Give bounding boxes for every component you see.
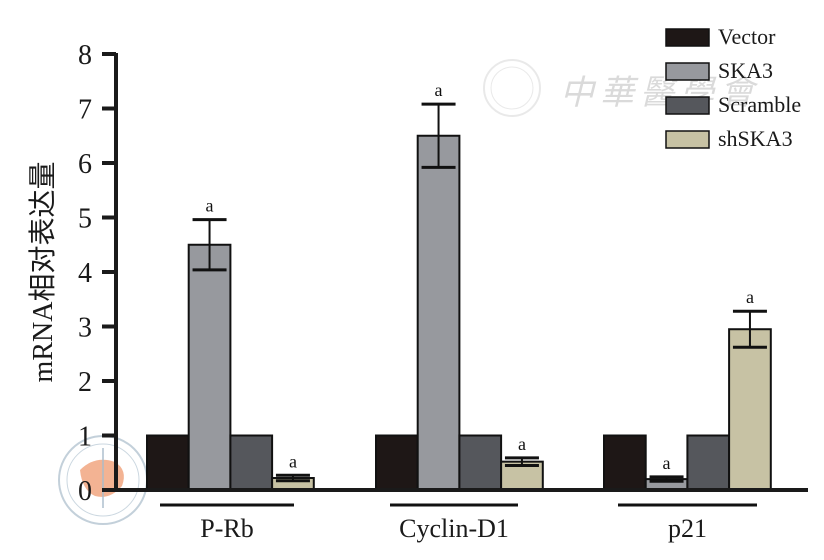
significance-label: a xyxy=(663,453,671,473)
significance-label: a xyxy=(289,451,297,471)
y-tick-label: 8 xyxy=(78,40,92,71)
legend-swatch-scramble xyxy=(665,96,710,115)
bar-ska3-cyclin-d1 xyxy=(416,134,461,491)
bar-ska3-p-rb xyxy=(187,243,232,491)
y-tick-label: 5 xyxy=(78,204,92,235)
significance-label: a xyxy=(435,80,443,100)
y-tick-label: 1 xyxy=(78,422,92,453)
error-bar xyxy=(275,473,310,483)
y-tick-label: 2 xyxy=(78,367,92,398)
legend-swatch-shska3 xyxy=(665,130,710,149)
bar-scramble-p-rb xyxy=(229,434,274,491)
error-bar xyxy=(732,309,767,349)
legend-label: Vector xyxy=(718,24,776,49)
bar-vector-cyclin-d1 xyxy=(375,434,419,491)
significance-label: a xyxy=(206,196,214,216)
y-tick-label: 6 xyxy=(78,149,92,180)
bar-vector-p21 xyxy=(603,434,647,491)
bars: a a a a a a xyxy=(146,80,772,492)
x-tick-label: p21 xyxy=(668,514,707,543)
error-bar xyxy=(421,102,456,169)
legend: Vector SKA3 Scramble shSKA3 xyxy=(665,24,801,151)
y-tick-label: 0 xyxy=(78,476,92,507)
error-bar xyxy=(504,456,539,467)
watermark-text: 中華醫學會 xyxy=(560,73,760,113)
y-axis-ticks: 0 1 2 3 4 5 6 7 8 xyxy=(78,40,116,507)
x-tick-label: Cyclin-D1 xyxy=(399,514,509,543)
legend-label: shSKA3 xyxy=(718,126,793,151)
bar-shska3-p21 xyxy=(728,328,772,491)
legend-swatch-ska3 xyxy=(665,62,710,81)
significance-label: a xyxy=(746,287,754,307)
significance-label: a xyxy=(518,434,526,454)
y-tick-label: 3 xyxy=(78,313,92,344)
error-bar xyxy=(649,475,684,483)
bar-scramble-p21 xyxy=(686,434,731,491)
watermark-seal-bottom xyxy=(58,435,148,525)
x-tick-label: P-Rb xyxy=(200,514,253,543)
y-tick-label: 4 xyxy=(78,258,92,289)
error-bar xyxy=(192,218,227,272)
bar-vector-p-rb xyxy=(146,434,190,491)
y-axis-label: mRNA相对表达量 xyxy=(27,162,59,383)
x-axis-labels: P-Rb Cyclin-D1 p21 xyxy=(160,503,757,543)
bar-scramble-cyclin-d1 xyxy=(458,434,503,491)
legend-label: SKA3 xyxy=(718,58,773,83)
y-tick-label: 7 xyxy=(78,95,92,126)
legend-label: Scramble xyxy=(718,92,801,117)
watermark-seal-top xyxy=(483,59,541,117)
legend-swatch-vector xyxy=(665,28,710,47)
